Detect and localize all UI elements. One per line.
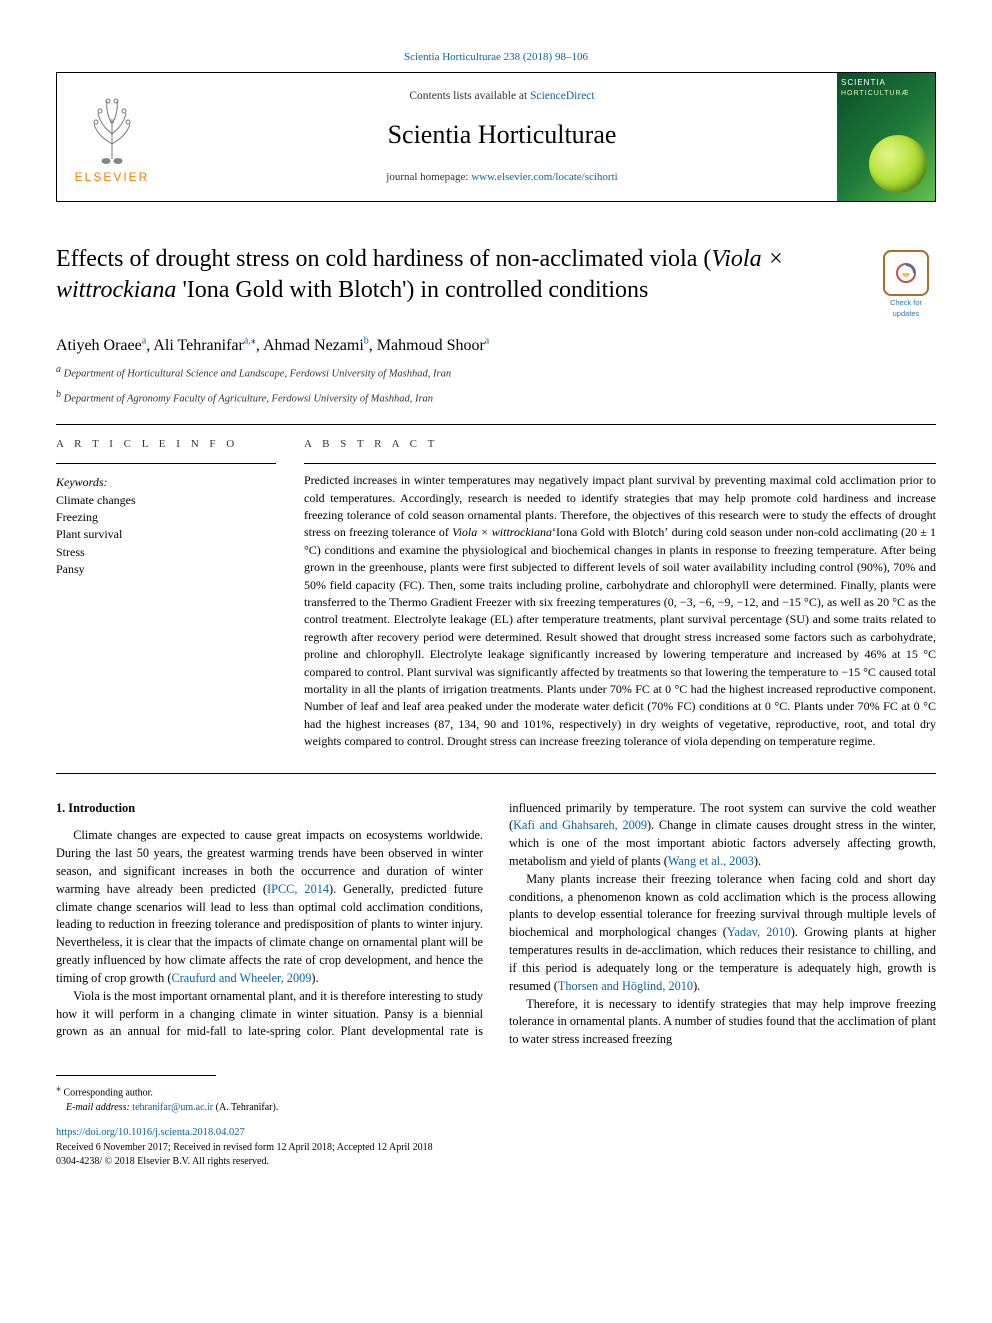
contents-prefix: Contents lists available at — [409, 90, 530, 102]
keyword-item: Pansy — [56, 561, 276, 578]
abstract-species: Viola × wittrockiana — [452, 525, 552, 539]
author-1: Atiyeh Oraee — [56, 337, 142, 354]
check-updates-icon — [883, 250, 929, 296]
cover-label-bottom: HORTICULTURÆ — [837, 89, 935, 99]
body-columns: 1. Introduction Climate changes are expe… — [56, 800, 936, 1050]
sciencedirect-link[interactable]: ScienceDirect — [530, 90, 595, 102]
body-text: Therefore, it is necessary to identify s… — [509, 997, 936, 1047]
doi-link[interactable]: https://doi.org/10.1016/j.scienta.2018.0… — [56, 1127, 245, 1138]
citation-link[interactable]: Scientia Horticulturae 238 (2018) 98–106 — [404, 51, 588, 63]
journal-header: ELSEVIER Contents lists available at Sci… — [56, 72, 936, 202]
body-paragraph: Therefore, it is necessary to identify s… — [509, 996, 936, 1049]
rule-above-abstract — [56, 424, 936, 425]
elsevier-tree-icon — [82, 89, 142, 167]
email-footnote: E-mail address: tehranifar@um.ac.ir (A. … — [66, 1101, 936, 1116]
cover-fruit-icon — [869, 135, 927, 193]
elsevier-wordmark: ELSEVIER — [75, 169, 150, 186]
abstract-pane: A B S T R A C T Predicted increases in w… — [304, 437, 936, 750]
author-1-affil[interactable]: a — [142, 335, 146, 346]
rule-below-abstract — [56, 773, 936, 774]
title-part-2: 'Iona Gold with Blotch') in controlled c… — [176, 277, 648, 303]
article-info-pane: A R T I C L E I N F O Keywords: Climate … — [56, 437, 276, 750]
cover-label-top: SCIENTIA — [837, 73, 935, 89]
body-text: ). — [311, 971, 318, 985]
corresponding-footnote: ⁎ Corresponding author. — [56, 1082, 936, 1101]
keyword-item: Plant survival — [56, 526, 276, 543]
corresponding-label: Corresponding author. — [64, 1087, 153, 1098]
homepage-link[interactable]: www.elsevier.com/locate/scihorti — [471, 171, 618, 183]
header-center: Contents lists available at ScienceDirec… — [167, 73, 837, 201]
body-paragraph: Many plants increase their freezing tole… — [509, 871, 936, 996]
body-text: ). — [754, 854, 761, 868]
affil-a-sup: a — [56, 364, 61, 375]
affiliation-b: b Department of Agronomy Faculty of Agri… — [56, 388, 936, 407]
homepage-line: journal homepage: www.elsevier.com/locat… — [386, 170, 617, 186]
affil-b-sup: b — [56, 389, 61, 400]
journal-cover-thumb: SCIENTIA HORTICULTURÆ — [837, 73, 935, 201]
abstract-label: A B S T R A C T — [304, 437, 936, 453]
body-paragraph: Climate changes are expected to cause gr… — [56, 827, 483, 987]
section-heading: 1. Introduction — [56, 800, 483, 818]
citation-line: Scientia Horticulturae 238 (2018) 98–106 — [56, 50, 936, 66]
ref-link[interactable]: IPCC, 2014 — [267, 882, 329, 896]
author-list: Atiyeh Oraeea, Ali Tehranifara,⁎, Ahmad … — [56, 334, 936, 357]
footnote-rule — [56, 1075, 216, 1076]
body-text: ). Generally, predicted future climate c… — [56, 882, 483, 985]
article-info-rule — [56, 463, 276, 464]
author-2-affil[interactable]: a, — [244, 335, 251, 346]
abstract-text: Predicted increases in winter temperatur… — [304, 472, 936, 750]
article-title: Effects of drought stress on cold hardin… — [56, 244, 858, 305]
article-info-label: A R T I C L E I N F O — [56, 437, 276, 453]
article-history: Received 6 November 2017; Received in re… — [56, 1141, 936, 1156]
check-updates-badge[interactable]: Check for updates — [876, 250, 936, 320]
ref-link[interactable]: Wang et al., 2003 — [668, 854, 754, 868]
keyword-item: Climate changes — [56, 492, 276, 509]
keywords-heading: Keywords: — [56, 474, 276, 491]
publisher-logo-block: ELSEVIER — [57, 73, 167, 201]
affiliation-a: a Department of Horticultural Science an… — [56, 363, 936, 382]
email-link[interactable]: tehranifar@um.ac.ir — [132, 1102, 213, 1113]
ref-link[interactable]: Thorsen and Höglind, 2010 — [558, 979, 693, 993]
copyright-line: 0304-4238/ © 2018 Elsevier B.V. All righ… — [56, 1155, 936, 1170]
ref-link[interactable]: Yadav, 2010 — [727, 925, 791, 939]
email-label: E-mail address: — [66, 1102, 130, 1113]
email-author-name: (A. Tehranifar). — [213, 1102, 278, 1113]
footnote-star-icon: ⁎ — [56, 1083, 61, 1094]
keyword-item: Stress — [56, 544, 276, 561]
ref-link[interactable]: Kafi and Ghahsareh, 2009 — [513, 818, 647, 832]
homepage-prefix: journal homepage: — [386, 171, 471, 183]
affil-b-text: Department of Agronomy Faculty of Agricu… — [64, 393, 433, 404]
check-updates-caption: Check for updates — [876, 298, 936, 320]
keyword-item: Freezing — [56, 509, 276, 526]
author-3: Ahmad Nezami — [263, 337, 364, 354]
abstract-rule — [304, 463, 936, 464]
journal-name: Scientia Horticulturae — [388, 116, 617, 154]
title-part-1: Effects of drought stress on cold hardin… — [56, 246, 711, 272]
abstract-post: ʻIona Gold with Blotchʼ during cold seas… — [304, 525, 936, 748]
author-3-affil[interactable]: b — [364, 335, 369, 346]
author-2-corresponding[interactable]: ⁎ — [251, 335, 256, 346]
abstract-row: A R T I C L E I N F O Keywords: Climate … — [56, 437, 936, 750]
contents-line: Contents lists available at ScienceDirec… — [409, 88, 594, 105]
author-4-affil[interactable]: a — [485, 335, 489, 346]
author-4: Mahmoud Shoor — [377, 337, 485, 354]
body-text: ). — [693, 979, 700, 993]
author-2: Ali Tehranifar — [153, 337, 244, 354]
doi-line: https://doi.org/10.1016/j.scienta.2018.0… — [56, 1125, 936, 1140]
affil-a-text: Department of Horticultural Science and … — [64, 368, 451, 379]
ref-link[interactable]: Craufurd and Wheeler, 2009 — [171, 971, 311, 985]
